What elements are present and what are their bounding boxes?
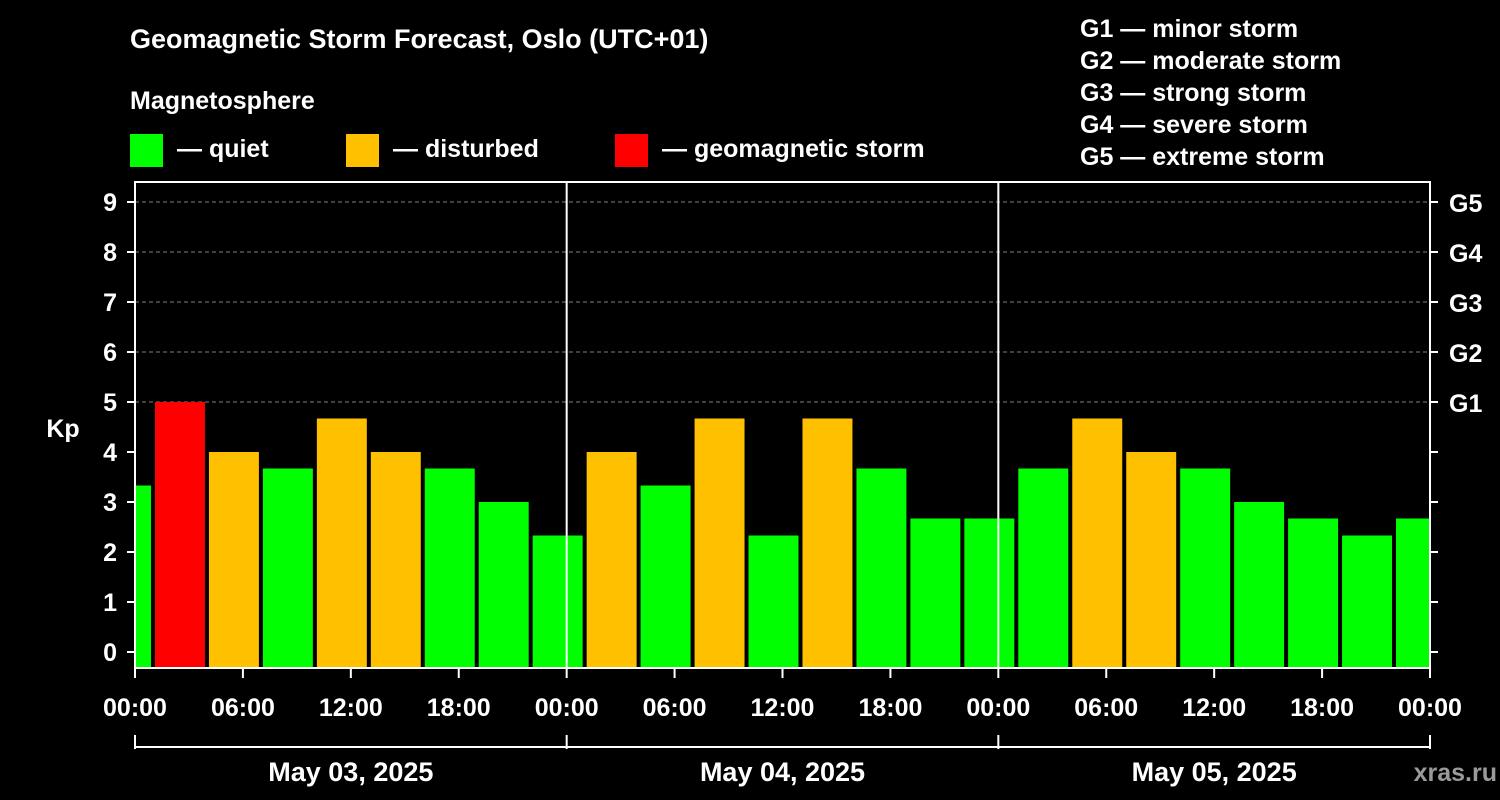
- storm-level-label-G3: G3: [1449, 290, 1482, 318]
- x-tick-label-6: 12:00: [751, 694, 815, 722]
- kp-bar-7: [478, 502, 529, 668]
- kp-bar-12: [748, 535, 799, 668]
- x-tick-label-3: 18:00: [427, 694, 491, 722]
- storm-scale-2: G2 — moderate storm: [1080, 47, 1341, 75]
- y-tick-label-5: 5: [103, 389, 117, 417]
- kp-bar-22: [1288, 518, 1339, 668]
- x-tick-label-11: 18:00: [1290, 694, 1354, 722]
- day-label-2: May 05, 2025: [1132, 757, 1297, 787]
- x-tick-label-2: 12:00: [319, 694, 383, 722]
- y-tick-label-4: 4: [103, 439, 117, 467]
- legend-title: Magnetosphere: [130, 87, 315, 115]
- storm-scale-4: G4 — severe storm: [1080, 111, 1308, 139]
- kp-bar-8: [532, 535, 583, 668]
- x-tick-label-9: 06:00: [1074, 694, 1138, 722]
- legend-swatch-disturbed: [346, 134, 379, 167]
- kp-bar-17: [1018, 468, 1069, 668]
- kp-bar-6: [424, 468, 475, 668]
- legend-swatch-quiet: [130, 134, 163, 167]
- y-tick-label-1: 1: [103, 589, 117, 617]
- x-tick-label-8: 00:00: [966, 694, 1030, 722]
- storm-level-label-G2: G2: [1449, 340, 1482, 368]
- day-label-0: May 03, 2025: [268, 757, 433, 787]
- x-tick-label-10: 12:00: [1182, 694, 1246, 722]
- x-tick-label-5: 06:00: [643, 694, 707, 722]
- kp-bar-13: [802, 418, 853, 668]
- kp-bar-9: [586, 452, 637, 668]
- kp-bar-5: [370, 452, 421, 668]
- kp-bar-2: [208, 452, 259, 668]
- storm-level-label-G5: G5: [1449, 190, 1482, 218]
- kp-bar-1: [154, 402, 205, 668]
- kp-bar-10: [640, 485, 691, 668]
- legend-label-disturbed: — disturbed: [393, 135, 539, 163]
- x-tick-label-1: 06:00: [211, 694, 275, 722]
- legend-label-storm: — geomagnetic storm: [662, 135, 925, 163]
- storm-scale-1: G1 — minor storm: [1080, 15, 1298, 43]
- x-tick-label-4: 00:00: [535, 694, 599, 722]
- storm-scale-5: G5 — extreme storm: [1080, 143, 1325, 171]
- watermark: xras.ru: [1414, 759, 1497, 787]
- kp-bar-14: [856, 468, 907, 668]
- y-tick-label-7: 7: [103, 289, 117, 317]
- x-tick-label-7: 18:00: [858, 694, 922, 722]
- kp-bar-24: [1396, 518, 1430, 668]
- legend-label-quiet: — quiet: [177, 135, 269, 163]
- kp-bar-18: [1072, 418, 1123, 668]
- y-axis-label: Kp: [46, 415, 79, 443]
- y-tick-label-3: 3: [103, 489, 117, 517]
- kp-bar-16: [964, 518, 1015, 668]
- storm-level-label-G4: G4: [1449, 240, 1482, 268]
- legend-swatch-storm: [615, 134, 648, 167]
- storm-level-label-G1: G1: [1449, 390, 1482, 418]
- storm-scale-3: G3 — strong storm: [1080, 79, 1306, 107]
- y-tick-label-9: 9: [103, 189, 117, 217]
- y-tick-label-6: 6: [103, 339, 117, 367]
- y-tick-label-0: 0: [103, 639, 117, 667]
- kp-bar-0: [135, 485, 151, 668]
- kp-bar-4: [316, 418, 367, 668]
- kp-bar-11: [694, 418, 745, 668]
- y-tick-label-2: 2: [103, 539, 117, 567]
- kp-bar-20: [1180, 468, 1231, 668]
- x-tick-label-0: 00:00: [103, 694, 167, 722]
- kp-bar-19: [1126, 452, 1177, 668]
- day-label-1: May 04, 2025: [700, 757, 865, 787]
- kp-bar-3: [262, 468, 313, 668]
- kp-bar-15: [910, 518, 961, 668]
- chart-title: Geomagnetic Storm Forecast, Oslo (UTC+01…: [130, 24, 708, 54]
- x-tick-label-12: 00:00: [1398, 694, 1462, 722]
- y-tick-label-8: 8: [103, 239, 117, 267]
- kp-bar-23: [1342, 535, 1393, 668]
- kp-bar-21: [1234, 502, 1285, 668]
